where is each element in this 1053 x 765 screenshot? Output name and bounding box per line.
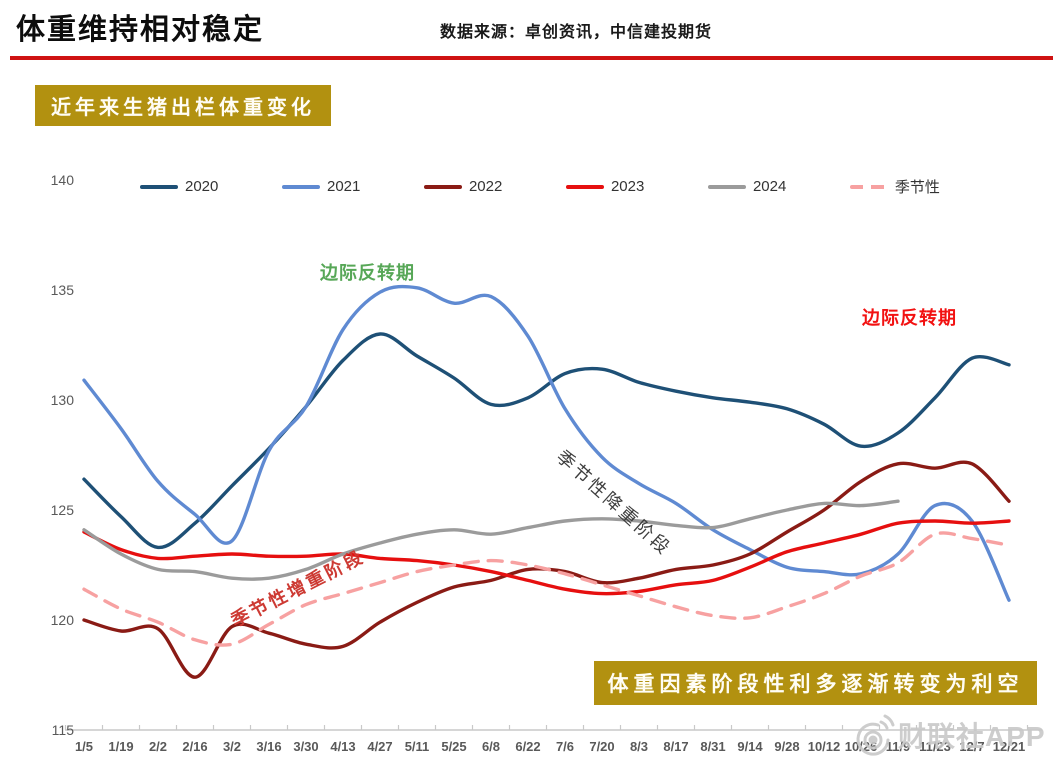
annotation-marginal-reversal-2021: 边际反转期 xyxy=(320,263,415,283)
header-divider xyxy=(10,56,1053,60)
y-tick-label: 125 xyxy=(51,502,75,518)
legend-swatch-2021 xyxy=(281,184,320,189)
x-tick-label: 9/28 xyxy=(774,739,799,754)
x-tick-label: 6/22 xyxy=(515,739,540,754)
y-axis-labels: 140 135 130 125 120 115 xyxy=(51,172,75,738)
annotation-marginal-reversal-2024: 边际反转期 xyxy=(862,308,957,328)
legend-swatch-2024 xyxy=(707,184,746,189)
page-title: 体重维持相对稳定 xyxy=(16,14,265,46)
x-tick-label: 4/27 xyxy=(367,739,392,754)
legend-label: 2020 xyxy=(185,178,219,195)
data-source-note: 数据来源：卓创资讯，中信建投期货 xyxy=(440,24,713,41)
legend-swatch-2020 xyxy=(140,184,178,189)
legend-swatch-2023 xyxy=(565,184,604,189)
legend-swatch-季节性 xyxy=(849,184,888,189)
x-tick-label: 8/31 xyxy=(700,739,725,754)
chart-legend: 2020 2021 2022 2023 2024 季节性 xyxy=(140,176,940,197)
y-tick-label: 115 xyxy=(52,722,75,738)
x-tick-label: 4/13 xyxy=(330,739,355,754)
x-tick-label: 11/9 xyxy=(886,739,911,754)
legend-label: 2021 xyxy=(326,178,361,195)
y-tick-label: 135 xyxy=(51,282,75,298)
x-tick-label: 9/14 xyxy=(737,739,763,754)
x-tick-label: 2/16 xyxy=(182,739,207,754)
watermark-label: 财联社APP xyxy=(898,721,1046,752)
series-line-2020 xyxy=(82,332,1011,550)
weibo-eye-icon xyxy=(856,714,895,756)
legend-item-2021: 2021 xyxy=(281,178,361,195)
x-tick-label: 7/20 xyxy=(589,739,614,754)
x-tick-label: 3/2 xyxy=(223,739,241,754)
x-tick-label: 8/3 xyxy=(630,739,648,754)
x-tick-label: 12/21 xyxy=(993,739,1026,754)
legend-item-2024: 2024 xyxy=(707,178,787,195)
y-tick-label: 130 xyxy=(51,392,75,408)
series-line-2024 xyxy=(82,499,900,581)
legend-item-2022: 2022 xyxy=(423,178,503,195)
legend-item-2020: 2020 xyxy=(140,178,218,195)
x-tick-label: 8/17 xyxy=(663,739,688,754)
x-axis xyxy=(64,725,1042,731)
legend-label: 2024 xyxy=(752,178,787,195)
x-tick-label: 6/8 xyxy=(482,739,500,754)
x-tick-label: 3/16 xyxy=(256,739,281,754)
y-tick-label: 120 xyxy=(51,612,75,628)
series-line-2023 xyxy=(82,519,1011,596)
chart-title-badge: 近年来生猪出栏体重变化 xyxy=(35,85,331,126)
x-tick-label: 11/23 xyxy=(919,739,951,754)
x-tick-label: 5/11 xyxy=(405,739,430,754)
legend-label: 季节性 xyxy=(894,179,940,196)
x-tick-label: 2/2 xyxy=(149,739,167,754)
legend-swatch-2022 xyxy=(423,184,462,189)
legend-label: 2023 xyxy=(610,178,645,195)
y-tick-label: 140 xyxy=(51,172,75,188)
x-tick-label: 12/7 xyxy=(959,739,984,754)
x-tick-label: 3/30 xyxy=(293,739,318,754)
series-lines xyxy=(82,284,1011,679)
series-line-季节性 xyxy=(82,531,1011,647)
legend-label: 2022 xyxy=(468,178,503,195)
legend-item-2023: 2023 xyxy=(565,178,645,195)
conclusion-badge: 体重因素阶段性利多逐渐转变为利空 xyxy=(594,661,1037,705)
legend-item-季节性: 季节性 xyxy=(849,176,940,197)
x-tick-label: 10/12 xyxy=(808,739,841,754)
x-tick-label: 7/6 xyxy=(556,739,574,754)
x-tick-label: 5/25 xyxy=(441,739,466,754)
x-axis-labels: 1/5 1/19 2/2 2/16 3/2 3/16 3/30 4/13 4/27 5/11 5/2… xyxy=(75,739,1025,754)
watermark: 财联社APP xyxy=(852,712,1046,758)
series-line-2021 xyxy=(82,284,1011,602)
x-tick-label: 1/5 xyxy=(75,739,93,754)
x-tick-label: 1/19 xyxy=(108,739,133,754)
